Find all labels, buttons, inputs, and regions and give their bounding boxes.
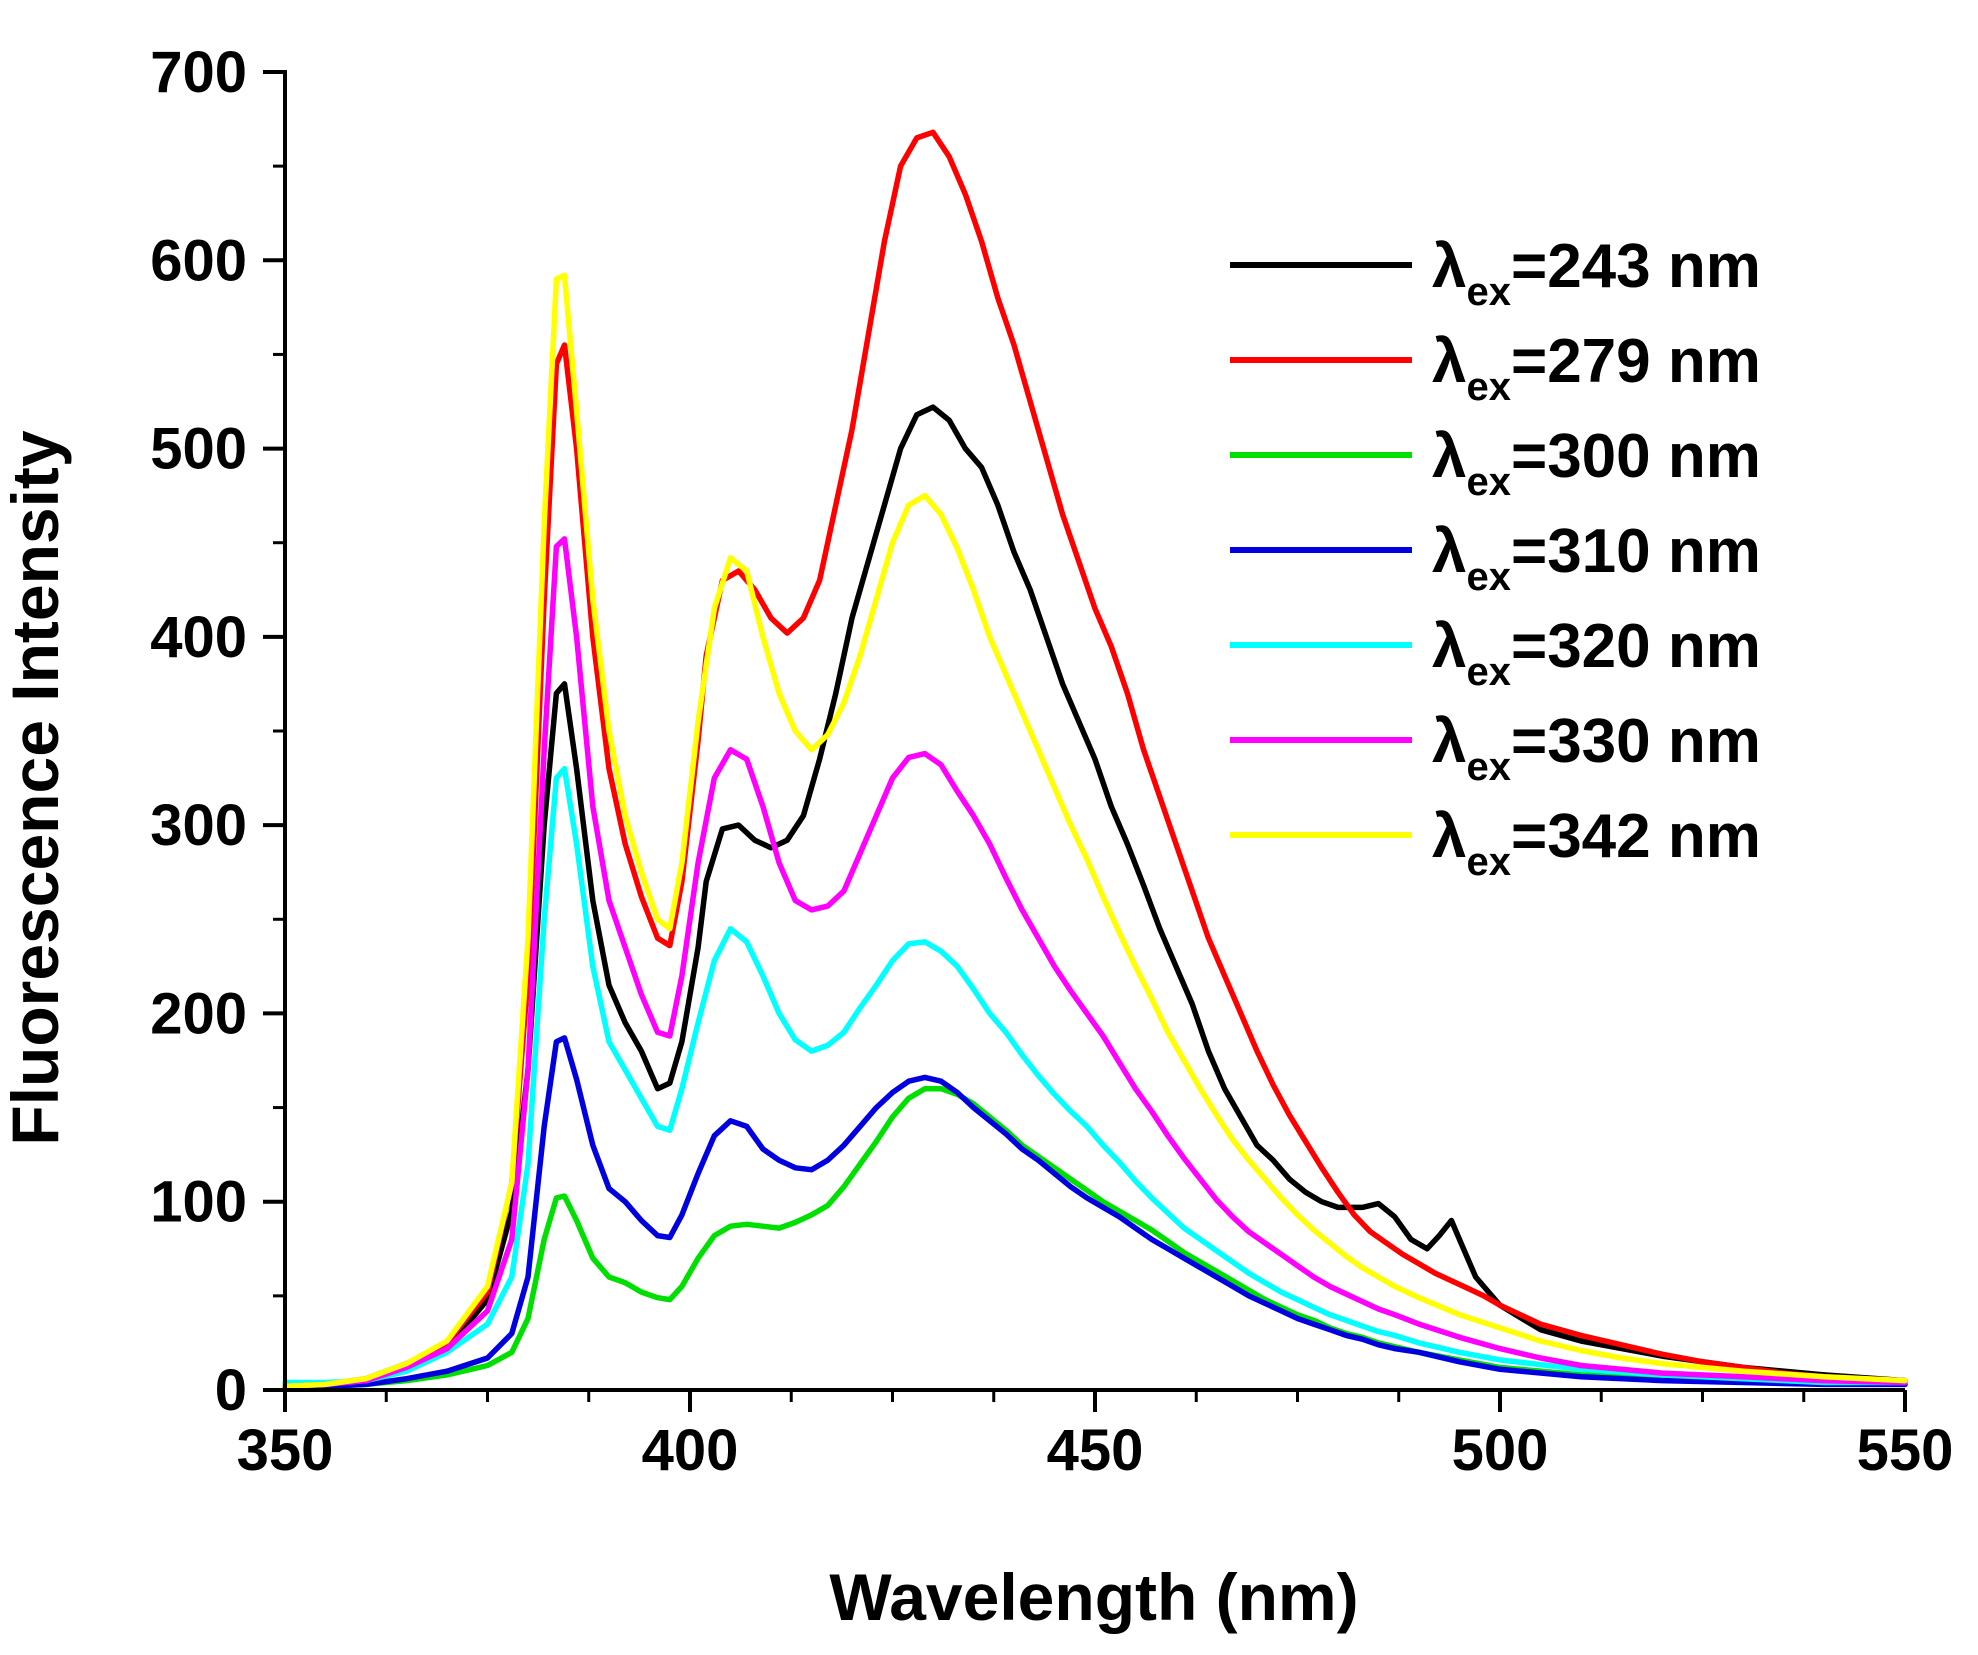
y-tick-label: 0	[215, 1358, 247, 1423]
y-tick-label: 700	[150, 40, 247, 105]
series-line-3	[282, 1035, 1908, 1391]
legend-label-0: λex=243 nm	[1432, 232, 1761, 314]
series-line-4	[282, 765, 1908, 1386]
y-tick-label: 500	[150, 417, 247, 482]
x-axis-title: Wavelength (nm)	[829, 1560, 1358, 1634]
y-tick-label: 400	[150, 605, 247, 670]
x-tick-label: 400	[642, 1418, 739, 1483]
plot-lines	[282, 129, 1908, 1391]
x-tick-label: 500	[1452, 1418, 1549, 1483]
y-tick-label: 200	[150, 981, 247, 1046]
y-tick-label: 300	[150, 793, 247, 858]
legend-label-3: λex=310 nm	[1432, 517, 1761, 599]
series-line-5	[282, 536, 1908, 1389]
series-line-0	[282, 404, 1908, 1389]
legend-label-1: λex=279 nm	[1432, 327, 1761, 409]
legend-label-6: λex=342 nm	[1432, 802, 1761, 884]
y-tick-label: 600	[150, 228, 247, 293]
legend-label-2: λex=300 nm	[1432, 422, 1761, 504]
legend: λex=243 nm λex=279 nm λex=300 nm λex=310 nm…	[1230, 232, 1761, 884]
legend-label-5: λex=330 nm	[1432, 707, 1761, 789]
series-line-6	[282, 272, 1908, 1389]
legend-label-4: λex=320 nm	[1432, 612, 1761, 694]
y-tick-label: 100	[150, 1170, 247, 1235]
x-tick-label: 550	[1857, 1418, 1954, 1483]
y-axis-title: Fluorescence Intensity	[0, 430, 72, 1146]
x-tick-label: 450	[1047, 1418, 1144, 1483]
series-line-1	[282, 129, 1908, 1389]
ticks: 350 400 450 500 550 0 100 200 300 400 500 600 700	[150, 40, 1953, 1483]
x-tick-label: 350	[237, 1418, 334, 1483]
